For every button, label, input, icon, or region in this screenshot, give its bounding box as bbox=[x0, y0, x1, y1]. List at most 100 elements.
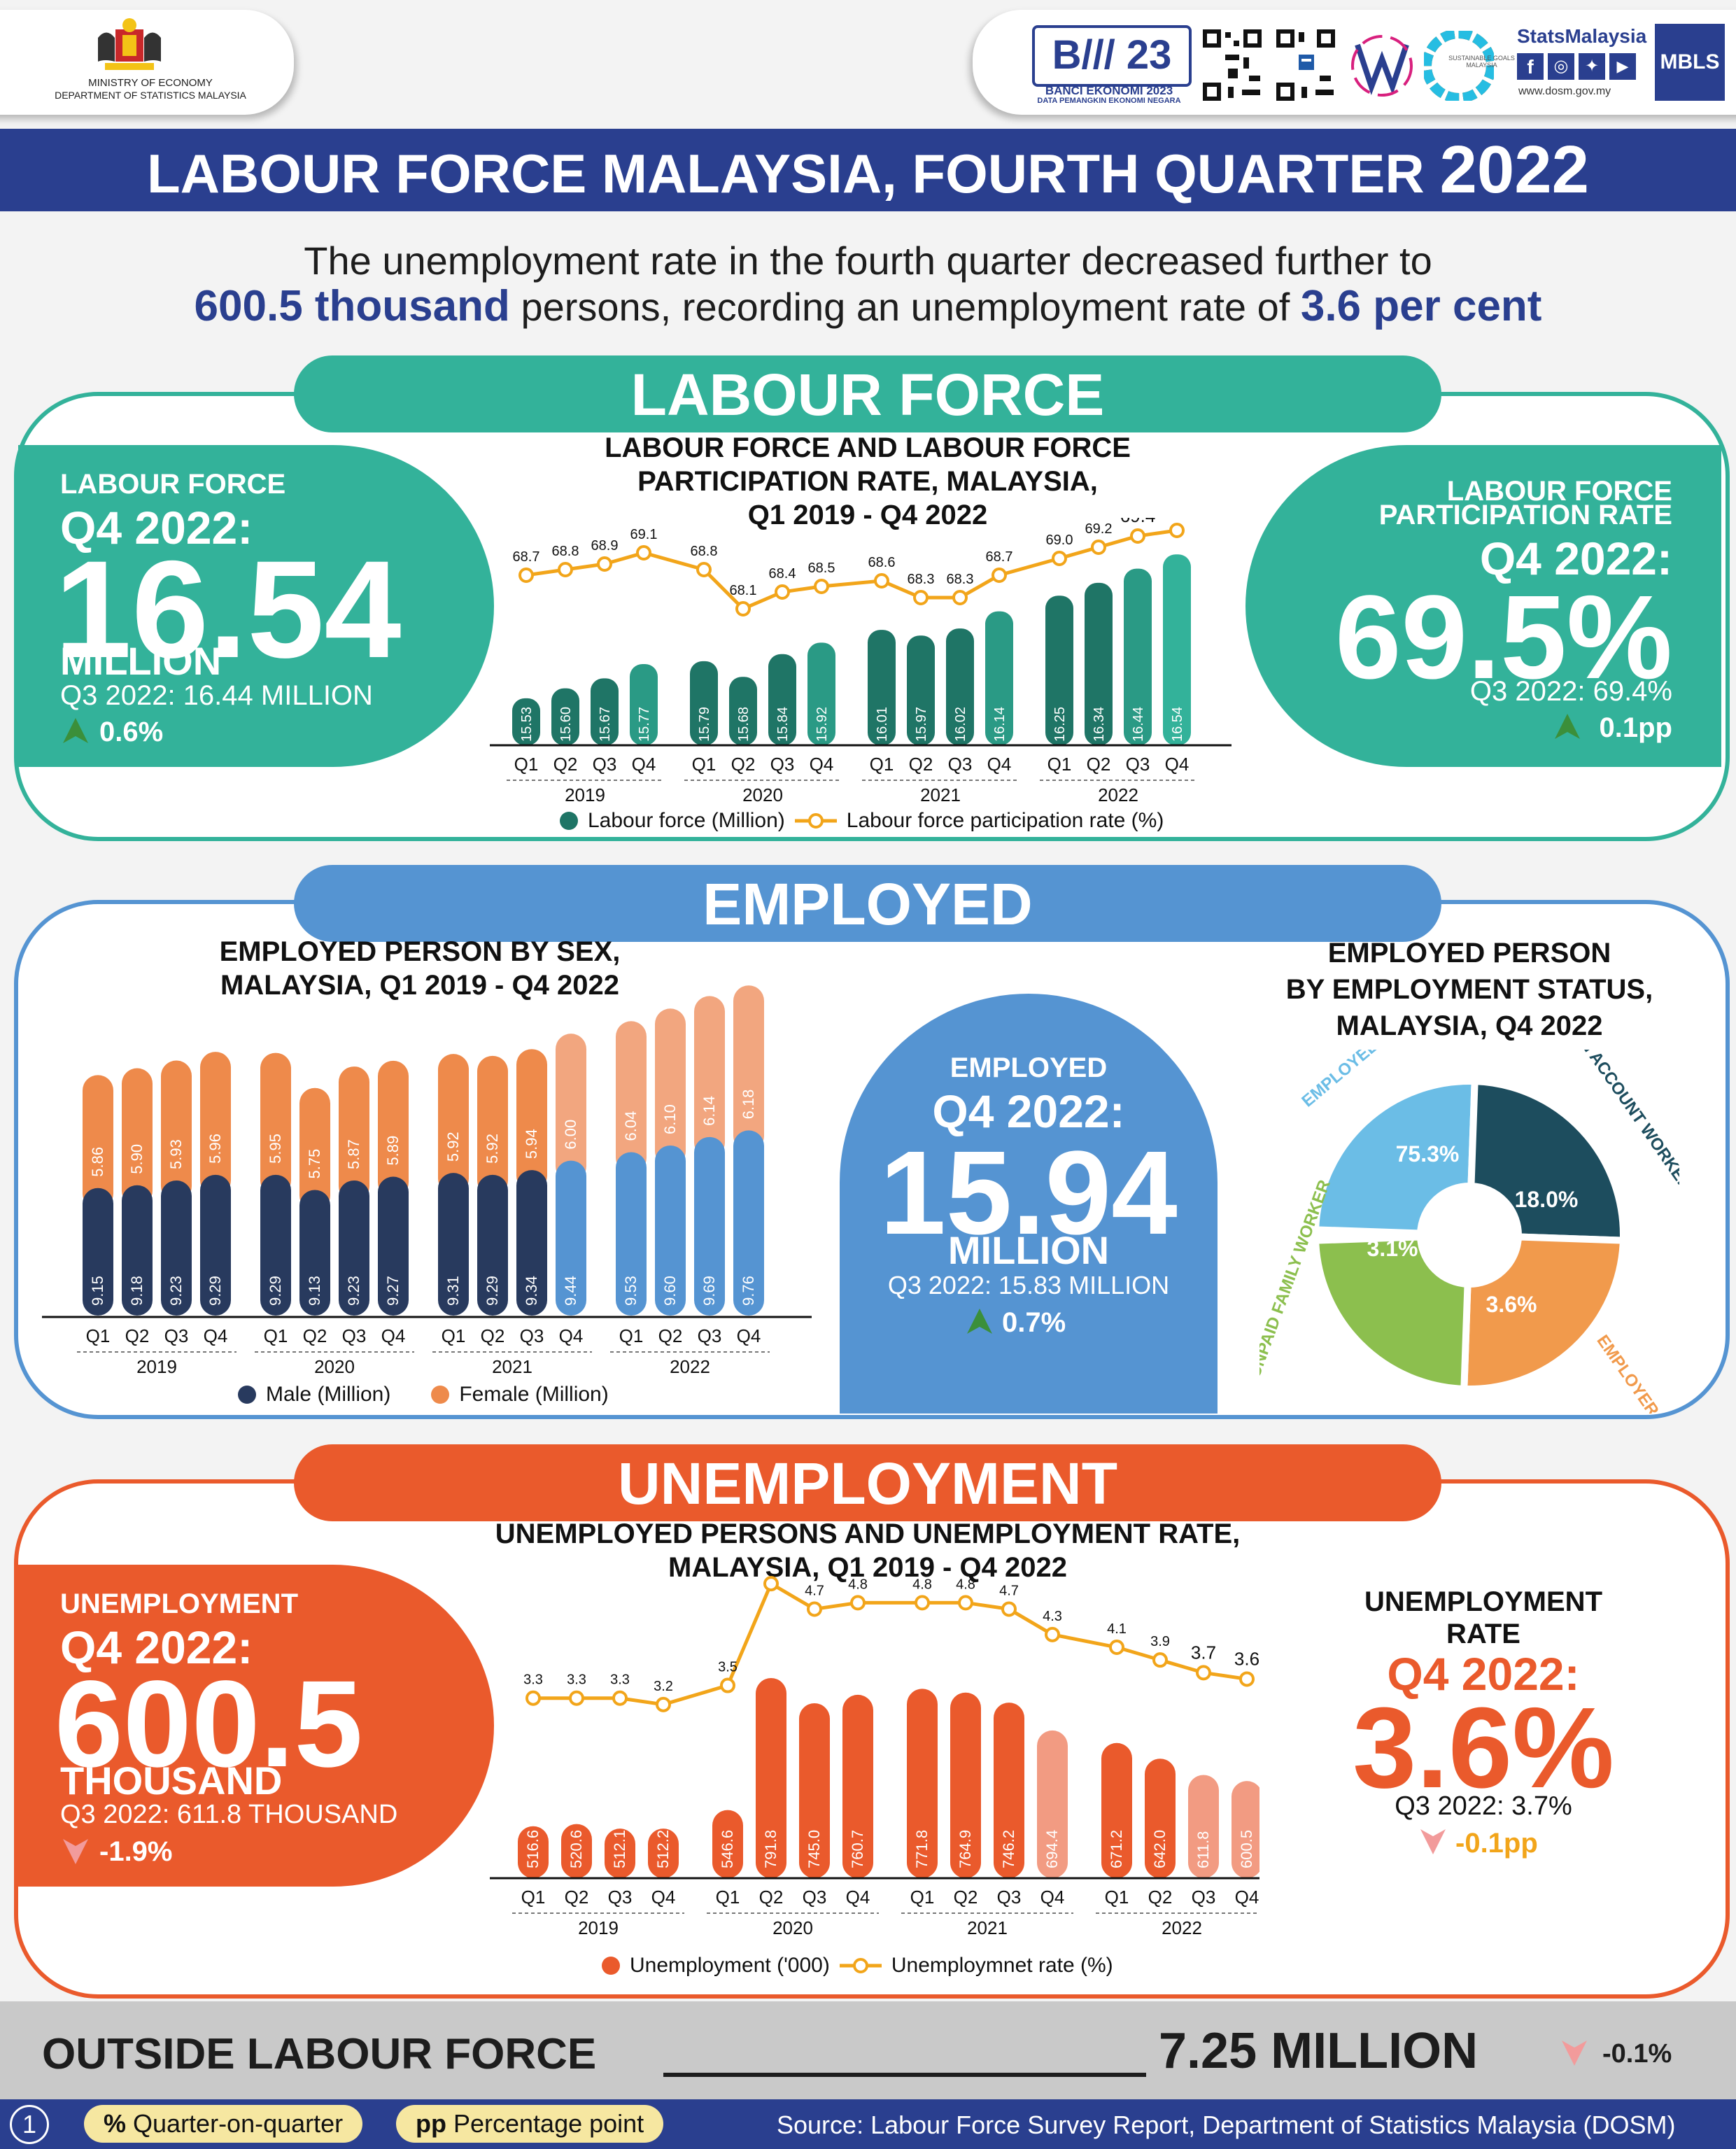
participation-rate-label: 68.8 bbox=[552, 544, 579, 559]
lead-highlight-2: 3.6 per cent bbox=[1300, 282, 1542, 330]
female-bar-label: 6.14 bbox=[700, 1096, 718, 1126]
participation-rate-point bbox=[992, 568, 1007, 583]
x-tick-label: Q4 bbox=[1235, 1887, 1259, 1908]
employed-chart-title-1: EMPLOYED PERSON BY SEX, bbox=[219, 936, 621, 967]
unemployment-chart-title: UNEMPLOYED PERSONS AND UNEMPLOYMENT RATE… bbox=[392, 1517, 1343, 1584]
unemployment-rate-label: 4.8 bbox=[912, 1577, 932, 1592]
qr-code-icon-2[interactable] bbox=[1273, 27, 1338, 104]
male-bar bbox=[616, 1152, 647, 1316]
male-bar bbox=[200, 1174, 231, 1316]
participation-rate-label: 68.3 bbox=[908, 572, 935, 587]
unemployment-rate-point bbox=[1001, 1601, 1017, 1617]
male-bar-label: 9.34 bbox=[523, 1276, 540, 1306]
youtube-icon[interactable]: ▶ bbox=[1609, 53, 1636, 80]
legend-bar-label: Labour force (Million) bbox=[588, 809, 785, 832]
census-logo-text: BANCI EKONOMI 2023 bbox=[1045, 84, 1173, 97]
labour-force-quarter: Q4 2022: bbox=[60, 502, 253, 554]
participation-rate-point bbox=[558, 562, 573, 577]
unemployment-rate-point bbox=[958, 1595, 973, 1611]
unemployment-bar-label: 791.8 bbox=[762, 1830, 779, 1868]
participation-rate-point bbox=[597, 556, 612, 572]
unemployment-rate-label: 4.7 bbox=[999, 1583, 1019, 1598]
website-link[interactable]: www.dosm.gov.my bbox=[1518, 85, 1611, 97]
employed-label: EMPLOYED bbox=[950, 1052, 1108, 1083]
x-tick-label: Q1 bbox=[692, 754, 717, 775]
unemployment-rate-line bbox=[533, 1581, 1248, 1707]
male-bar-label: 9.27 bbox=[384, 1276, 402, 1306]
female-bar bbox=[161, 1060, 192, 1202]
facebook-icon[interactable]: f bbox=[1517, 53, 1544, 80]
unemployment-rate-point bbox=[763, 1576, 779, 1592]
participation-rate-point bbox=[1052, 551, 1067, 566]
participation-rate-point bbox=[518, 568, 534, 583]
status-slice bbox=[1460, 1233, 1627, 1393]
male-bar-label: 9.29 bbox=[484, 1276, 501, 1306]
unemployment-bar bbox=[842, 1694, 873, 1878]
twitter-icon[interactable]: ✦ bbox=[1579, 53, 1605, 80]
female-bar bbox=[83, 1075, 113, 1209]
x-tick-label: Q2 bbox=[1087, 754, 1111, 775]
unemployment-section-label: UNEMPLOYMENT bbox=[294, 1444, 1441, 1521]
census-logo-icon: B/// 23 bbox=[1032, 25, 1192, 87]
participation-rate-label: 68.1 bbox=[730, 583, 757, 598]
unemployment-rate-point bbox=[1109, 1640, 1124, 1655]
x-tick-label: Q1 bbox=[86, 1325, 111, 1346]
unemployment-rate-point bbox=[569, 1690, 584, 1706]
unemployment-rate-point bbox=[1196, 1665, 1211, 1681]
unemployment-bar-label: 771.8 bbox=[913, 1830, 931, 1868]
sdg-label: SUSTAINABLE GOALS MALAYSIA bbox=[1448, 55, 1515, 69]
unemployment-bubble: UNEMPLOYMENT Q4 2022: 600.5 THOUSAND Q3 … bbox=[18, 1565, 494, 1887]
outside-labour-force-bar bbox=[0, 2001, 1736, 2099]
female-bar-label: 5.95 bbox=[267, 1134, 284, 1164]
page-title: LABOUR FORCE MALAYSIA, FOURTH QUARTER 20… bbox=[0, 129, 1736, 211]
up-arrow-icon bbox=[63, 718, 88, 743]
unemployment-rate-point bbox=[656, 1696, 671, 1712]
labour-force-bar bbox=[907, 635, 935, 745]
source-note: Source: Labour Force Survey Report, Depa… bbox=[777, 2111, 1676, 2139]
unemployment-rate-label: 4.3 bbox=[1043, 1609, 1062, 1624]
labour-force-bar-label: 16.44 bbox=[1131, 707, 1146, 742]
employed-change: 0.7% bbox=[1002, 1307, 1066, 1338]
x-tick-label: Q4 bbox=[381, 1325, 406, 1346]
labour-force-bar-label: 16.02 bbox=[953, 707, 968, 742]
down-arrow-icon bbox=[63, 1839, 88, 1864]
ministry-line-1: MINISTRY OF ECONOMY bbox=[88, 77, 213, 89]
female-bar bbox=[122, 1068, 153, 1206]
labour-force-bar bbox=[985, 611, 1013, 745]
x-tick-label: Q1 bbox=[264, 1325, 288, 1346]
sdg-wheel-icon bbox=[1424, 31, 1494, 101]
unemployment-rate-quarter: Q4 2022: bbox=[1387, 1648, 1580, 1700]
unemployment-previous: Q3 2022: 611.8 THOUSAND bbox=[60, 1800, 398, 1829]
female-bar bbox=[200, 1052, 231, 1196]
page-number: 1 bbox=[10, 2105, 49, 2144]
participation-rate-point bbox=[1169, 523, 1185, 538]
male-bar-label: 9.31 bbox=[444, 1276, 462, 1306]
unemployment-bar bbox=[907, 1689, 938, 1878]
labour-force-bar bbox=[1045, 596, 1073, 745]
unemployment-rate-value: 3.6% bbox=[1353, 1684, 1614, 1812]
unemployment-label: UNEMPLOYMENT bbox=[60, 1588, 298, 1619]
unemployment-rate-point bbox=[1152, 1652, 1168, 1668]
status-chart-title-1: EMPLOYED PERSON bbox=[1327, 938, 1611, 968]
dosm-anniversary-icon bbox=[1351, 35, 1413, 97]
x-tick-label: Q3 bbox=[1126, 754, 1150, 775]
participation-rate-previous: Q3 2022: 69.4% bbox=[1469, 676, 1672, 707]
male-bar bbox=[299, 1190, 330, 1316]
qr-code-icon[interactable] bbox=[1200, 27, 1264, 104]
unemployment-bar-label: 520.6 bbox=[567, 1830, 585, 1868]
labour-force-bar bbox=[768, 654, 796, 745]
outside-labour-force-change: -0.1% bbox=[1602, 2039, 1672, 2069]
female-bar-label: 5.92 bbox=[444, 1132, 462, 1162]
unemployment-quarter: Q4 2022: bbox=[60, 1621, 253, 1673]
down-arrow-icon bbox=[1562, 2041, 1587, 2066]
participation-rate-label: 69.1 bbox=[630, 527, 658, 542]
unemployment-bar-label: 642.0 bbox=[1151, 1830, 1169, 1868]
labour-force-bar-label: 16.25 bbox=[1052, 707, 1068, 742]
ministry-line-2: DEPARTMENT OF STATISTICS MALAYSIA bbox=[55, 90, 246, 101]
male-bar-label: 9.29 bbox=[267, 1276, 284, 1306]
unemployment-bar bbox=[648, 1829, 679, 1878]
unemployment-bar-label: 512.1 bbox=[611, 1830, 628, 1868]
x-tick-label: Q1 bbox=[1047, 754, 1072, 775]
labour-force-bar-label: 16.34 bbox=[1092, 707, 1107, 742]
instagram-icon[interactable]: ◎ bbox=[1548, 53, 1574, 80]
